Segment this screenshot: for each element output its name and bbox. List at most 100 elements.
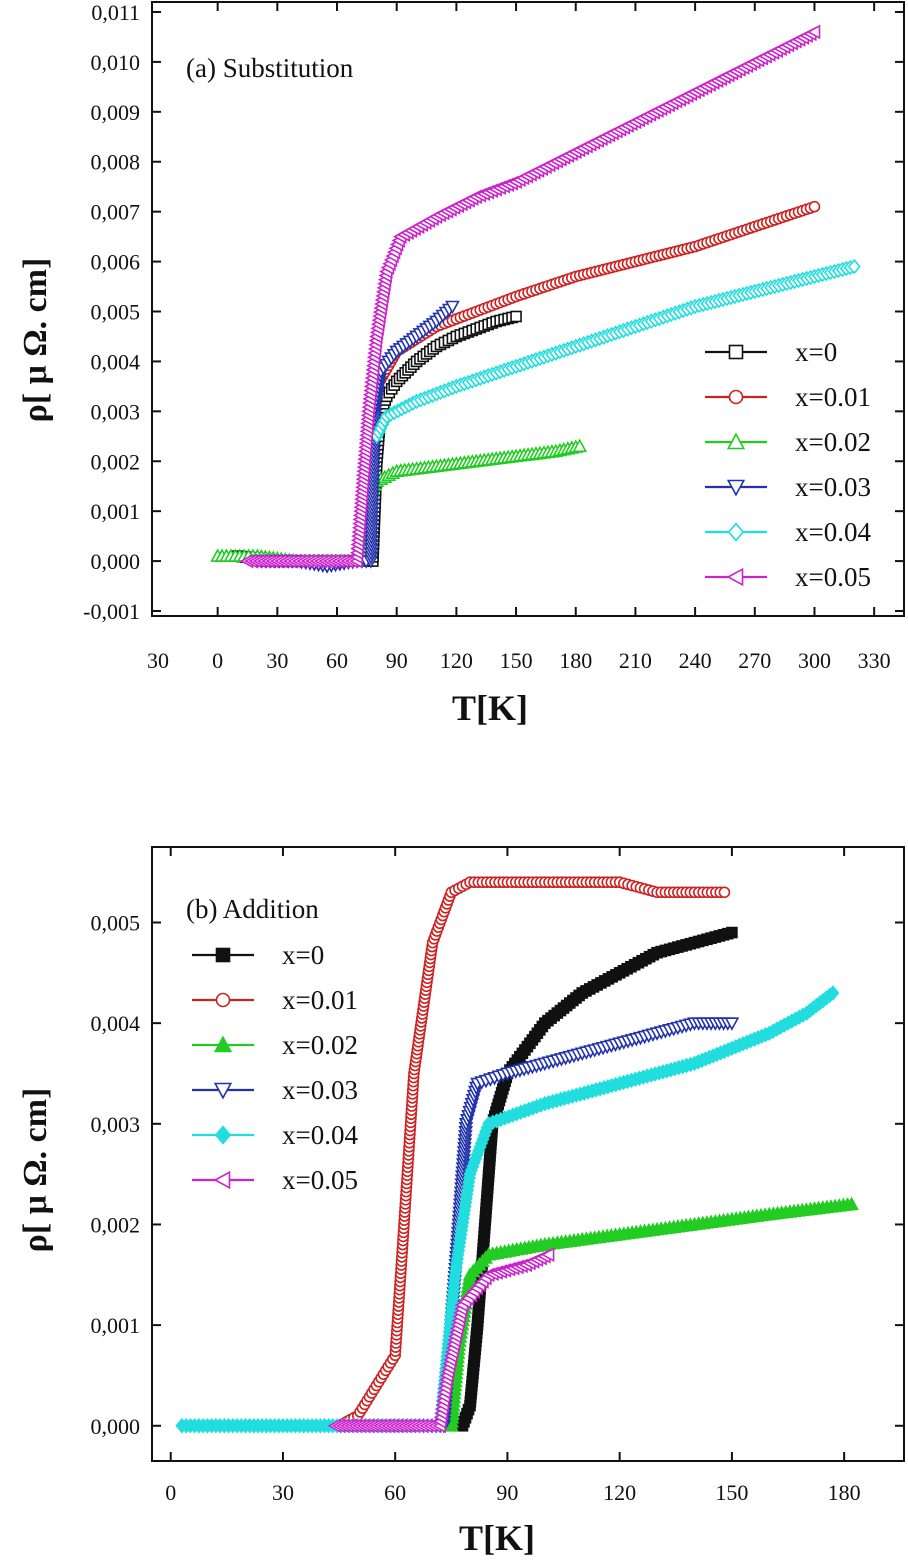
y-tick-label: 0,002 — [91, 449, 141, 474]
legend-item: x=0.02 — [192, 1030, 358, 1060]
panel-a-title: (a) Substitution — [186, 53, 354, 83]
data-point — [844, 1196, 859, 1211]
y-tick-label: 0,009 — [91, 100, 141, 125]
legend-marker — [213, 1082, 233, 1100]
y-tick-label: 0,011 — [91, 0, 140, 25]
panel-b-title: (b) Addition — [186, 894, 319, 924]
data-point — [718, 886, 731, 899]
x-tick-label: 210 — [619, 648, 652, 673]
legend-item: x=0.05 — [192, 1165, 358, 1195]
x-tick-label: 60 — [326, 648, 348, 673]
series-x-0-01 — [333, 876, 731, 1432]
panel-a-ticks: -0,001 0,000 0,001 0,002 0,003 0,004 0,005 0,00… — [83, 0, 904, 673]
y-tick-label: 0,001 — [91, 1313, 141, 1338]
legend-marker — [726, 479, 746, 497]
legend-marker — [727, 522, 745, 542]
y-tick-label: 0,003 — [91, 1112, 141, 1137]
legend-marker — [726, 567, 744, 587]
panel-b-y-axis-title: ρ[ μ Ω. cm] — [17, 1088, 54, 1253]
legend-label: x=0.04 — [795, 517, 871, 547]
x-tick-label: 30 — [147, 648, 169, 673]
legend-marker — [213, 1035, 233, 1053]
y-tick-label: 0,000 — [91, 1414, 141, 1439]
x-tick-label: 120 — [440, 648, 473, 673]
legend-item: x=0.05 — [705, 562, 871, 592]
y-tick-label: 0,010 — [91, 50, 141, 75]
series-line — [450, 1203, 852, 1426]
series-x-0-02 — [210, 438, 588, 567]
legend-marker — [213, 1170, 231, 1190]
legend-marker — [728, 344, 744, 360]
legend-label: x=0.03 — [282, 1075, 358, 1105]
legend-item: x=0 — [192, 940, 324, 970]
data-point — [806, 24, 821, 40]
x-tick-label: 270 — [738, 648, 771, 673]
series-x-0-05 — [239, 24, 821, 569]
series-line — [181, 992, 834, 1427]
legend-marker — [215, 947, 231, 963]
panel-b-series — [175, 876, 859, 1434]
legend-label: x=0.01 — [282, 985, 358, 1015]
x-tick-label: 0 — [212, 648, 223, 673]
y-tick-label: 0,001 — [91, 499, 141, 524]
legend-marker — [728, 389, 744, 405]
x-tick-label: 330 — [858, 648, 891, 673]
legend-item: x=0 — [705, 337, 837, 367]
x-tick-label: 120 — [603, 1480, 636, 1505]
panel-a-series — [210, 24, 861, 574]
legend-label: x=0.01 — [795, 382, 871, 412]
y-tick-label: 0,006 — [91, 250, 141, 275]
series-x-0-02 — [443, 1196, 859, 1432]
panel-b-x-axis-title: T[K] — [459, 1518, 535, 1558]
data-point — [445, 300, 460, 315]
legend-label: x=0 — [795, 337, 837, 367]
x-tick-label: 150 — [500, 648, 533, 673]
legend-label: x=0.02 — [282, 1030, 358, 1060]
panel-a-frame — [151, 1, 905, 617]
legend-marker — [214, 1125, 232, 1145]
x-tick-label: 180 — [828, 1480, 861, 1505]
legend-label: x=0 — [282, 940, 324, 970]
legend-item: x=0.01 — [192, 985, 358, 1015]
legend-item: x=0.04 — [192, 1120, 358, 1150]
data-point — [572, 438, 588, 453]
series-x-0-04 — [370, 258, 861, 445]
panel-a-legend: x=0 x=0.01 x=0.02 x=0.03 x=0.04 x=0.05 — [705, 337, 871, 592]
y-tick-label: -0,001 — [83, 599, 140, 624]
panel-a-x-axis-title: T[K] — [452, 688, 528, 728]
legend-marker — [215, 992, 231, 1008]
x-tick-label: 30 — [272, 1480, 294, 1505]
legend-marker — [726, 432, 746, 450]
data-point — [826, 985, 840, 1001]
y-tick-label: 0,007 — [91, 200, 141, 225]
data-point — [540, 1247, 555, 1263]
legend-label: x=0.02 — [795, 427, 871, 457]
y-tick-label: 0,005 — [91, 910, 141, 935]
series-line — [461, 931, 733, 1427]
y-tick-label: 0,000 — [91, 549, 141, 574]
panel-b-frame — [151, 846, 905, 1462]
legend-label: x=0.04 — [282, 1120, 358, 1150]
panel-addition: 0,000 0,001 0,002 0,003 0,004 0,005 0 30 60 90 120… — [17, 846, 905, 1558]
data-point — [808, 200, 821, 213]
x-tick-label: 60 — [384, 1480, 406, 1505]
series-x-0-04 — [175, 985, 840, 1434]
data-point — [847, 258, 861, 275]
y-tick-label: 0,008 — [91, 150, 141, 175]
series-x-0 — [456, 926, 738, 1432]
x-tick-label: 0 — [165, 1480, 176, 1505]
panel-b-legend: x=0 x=0.01 x=0.02 x=0.03 x=0.04 x=0.05 — [192, 940, 358, 1195]
x-tick-label: 150 — [715, 1480, 748, 1505]
legend-label: x=0.03 — [795, 472, 871, 502]
x-tick-label: 30 — [266, 648, 288, 673]
y-tick-label: 0,005 — [91, 299, 141, 324]
legend-item: x=0.03 — [705, 472, 871, 502]
x-tick-label: 180 — [559, 648, 592, 673]
x-tick-label: 240 — [679, 648, 712, 673]
legend-label: x=0.05 — [795, 562, 871, 592]
legend-item: x=0.04 — [705, 517, 871, 547]
data-point — [726, 926, 738, 939]
legend-item: x=0.03 — [192, 1075, 358, 1105]
x-tick-label: 90 — [386, 648, 408, 673]
